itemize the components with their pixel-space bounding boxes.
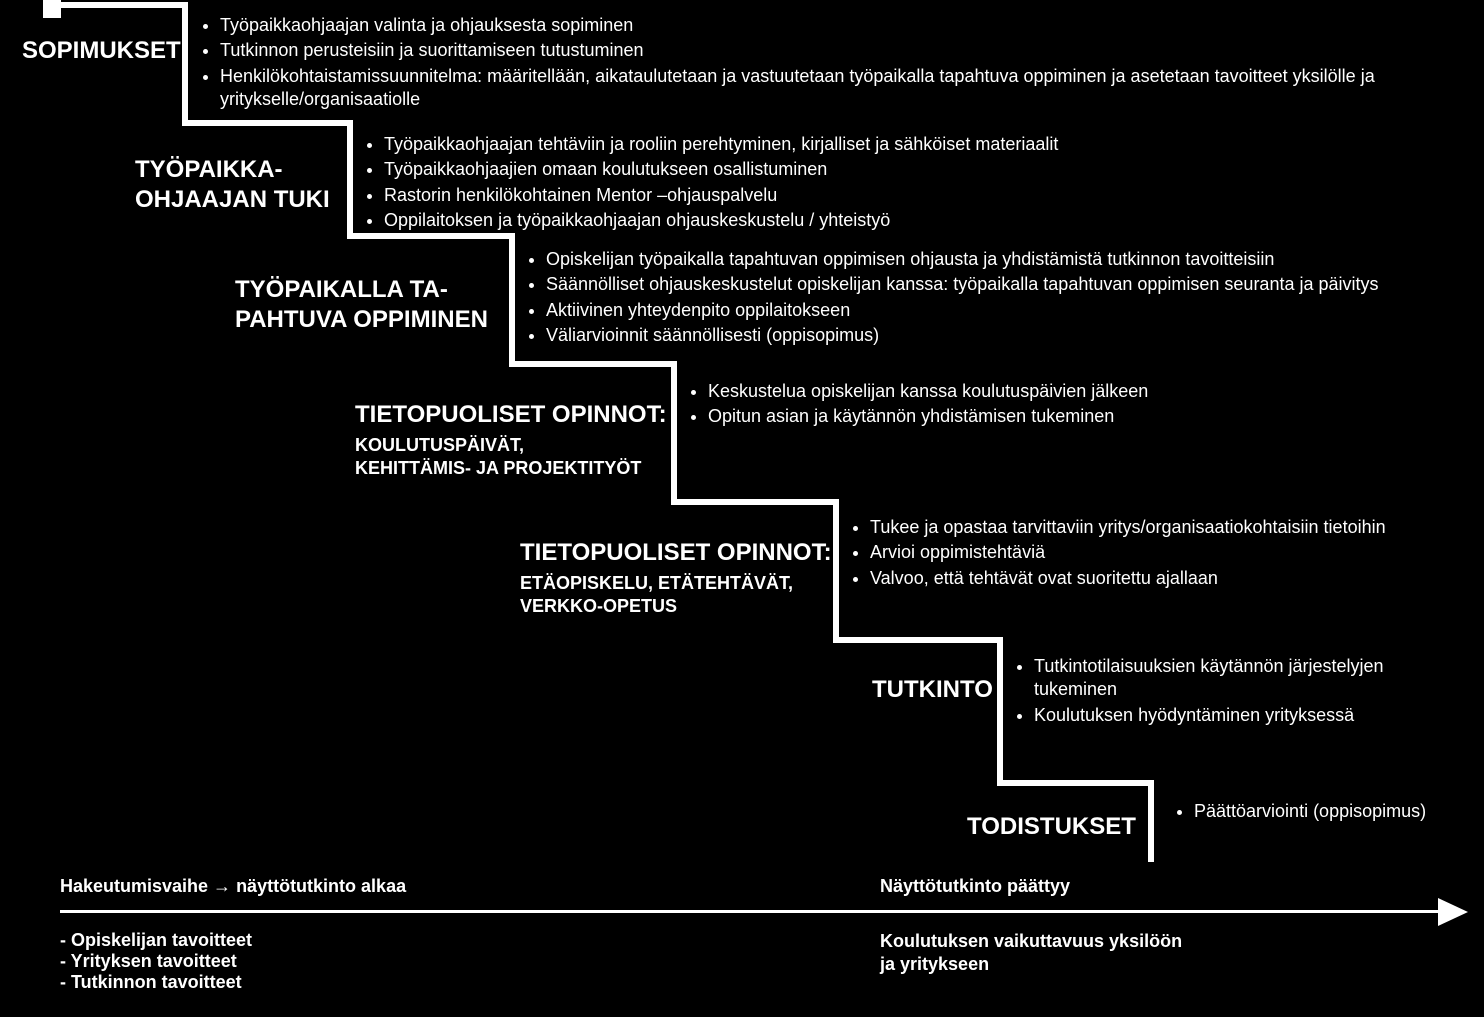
step-title: TYÖPAIKALLA TA- PAHTUVA OPPIMINEN [235,275,488,335]
timeline-left-bottom-item: Yrityksen tavoitteet [60,951,252,972]
step-title-block-todistukset: TODISTUKSET [967,812,1136,842]
timeline-right-bottom-label: Koulutuksen vaikuttavuus yksilöön ja yri… [880,930,1200,977]
step-title: TIETOPUOLISET OPINNOT: [355,400,667,430]
bullet-item: Tutkintotilaisuuksien käytännön järjeste… [1034,655,1436,702]
step-title: TYÖPAIKKA- OHJAAJAN TUKI [135,155,330,215]
step-bullets-tietopuoliset-koulutuspaivat: Keskustelua opiskelijan kanssa koulutusp… [690,380,1450,431]
timeline-right-top-label: Näyttötutkinto päättyy [880,876,1070,897]
stair-segment [1148,780,1154,862]
step-bullets-sopimukset: Työpaikkaohjaajan valinta ja ohjauksesta… [202,14,1382,114]
bullet-item: Rastorin henkilökohtainen Mentor –ohjaus… [384,184,1426,207]
stair-segment [997,780,1154,786]
step-title-block-tietopuoliset-etaopiskelu: TIETOPUOLISET OPINNOT: ETÄOPISKELU, ETÄTE… [520,538,832,619]
step-subtitle: ETÄOPISKELU, ETÄTEHTÄVÄT, VERKKO-OPETUS [520,572,832,619]
step-title-block-tietopuoliset-koulutuspaivat: TIETOPUOLISET OPINNOT: KOULUTUSPÄIVÄT, KE… [355,400,667,481]
bullet-item: Tukee ja opastaa tarvittaviin yritys/org… [870,516,1432,539]
step-title: TIETOPUOLISET OPINNOT: [520,538,832,568]
bullet-item: Opiskelijan työpaikalla tapahtuvan oppim… [546,248,1448,271]
bullet-item: Henkilökohtaistamissuunnitelma: määritel… [220,65,1382,112]
bullet-item: Työpaikkaohjaajan tehtäviin ja rooliin p… [384,133,1426,156]
stair-segment [182,120,352,126]
step-title-block-tutkinto: TUTKINTO [872,675,993,705]
bullet-item: Väliarvioinnit säännöllisesti (oppisopim… [546,324,1448,347]
stair-segment [997,637,1003,785]
timeline-left-bottom-item: Opiskelijan tavoitteet [60,930,252,951]
stair-segment [671,361,677,504]
bullet-item: Päättöarviointi (oppisopimus) [1194,800,1456,823]
timeline-left-bottom-list: Opiskelijan tavoitteetYrityksen tavoitte… [60,930,252,993]
bullet-item: Tutkinnon perusteisiin ja suorittamiseen… [220,39,1382,62]
bullet-item: Koulutuksen hyödyntäminen yrityksessä [1034,704,1436,727]
step-bullets-todistukset: Päättöarviointi (oppisopimus) [1176,800,1456,825]
stair-segment [53,2,185,8]
bullet-item: Aktiivinen yhteydenpito oppilaitokseen [546,299,1448,322]
bullet-item: Arvioi oppimistehtäviä [870,541,1432,564]
stair-segment [182,2,188,125]
stair-segment [509,361,676,367]
step-title-block-tyopaikkaohjaajan-tuki: TYÖPAIKKA- OHJAAJAN TUKI [135,155,330,215]
step-bullets-tyopaikalla-oppiminen: Opiskelijan työpaikalla tapahtuvan oppim… [528,248,1448,350]
timeline-left-bottom-item: Tutkinnon tavoitteet [60,972,252,993]
bullet-item: Oppilaitoksen ja työpaikkaohjaajan ohjau… [384,209,1426,232]
step-title: TUTKINTO [872,675,993,705]
step-bullets-tietopuoliset-etaopiskelu: Tukee ja opastaa tarvittaviin yritys/org… [852,516,1432,592]
bullet-item: Säännölliset ohjauskeskustelut opiskelij… [546,273,1448,296]
step-title-block-sopimukset: SOPIMUKSET [22,36,181,66]
bullet-item: Keskustelua opiskelijan kanssa koulutusp… [708,380,1450,403]
stair-segment [833,499,839,642]
timeline-line [60,910,1440,913]
timeline-left-top-label: Hakeutumisvaihe → näyttötutkinto alkaa [60,876,406,897]
step-bullets-tyopaikkaohjaajan-tuki: Työpaikkaohjaajan tehtäviin ja rooliin p… [366,133,1426,235]
stair-segment [347,120,353,238]
stair-segment [671,499,839,505]
diagram-canvas: SOPIMUKSET Työpaikkaohjaajan valinta ja o… [0,0,1484,1017]
step-title: TODISTUKSET [967,812,1136,842]
step-subtitle: KOULUTUSPÄIVÄT, KEHITTÄMIS- JA PROJEKTIT… [355,434,667,481]
timeline-arrow [1438,898,1468,931]
bullet-item: Työpaikkaohjaajan valinta ja ohjauksesta… [220,14,1382,37]
bullet-item: Valvoo, että tehtävät ovat suoritettu aj… [870,567,1432,590]
stair-segment [833,637,1003,643]
bullet-item: Opitun asian ja käytännön yhdistämisen t… [708,405,1450,428]
step-bullets-tutkinto: Tutkintotilaisuuksien käytännön järjeste… [1016,655,1436,729]
stair-segment [509,233,515,366]
step-title: SOPIMUKSET [22,36,181,66]
step-title-block-tyopaikalla-oppiminen: TYÖPAIKALLA TA- PAHTUVA OPPIMINEN [235,275,488,335]
bullet-item: Työpaikkaohjaajien omaan koulutukseen os… [384,158,1426,181]
